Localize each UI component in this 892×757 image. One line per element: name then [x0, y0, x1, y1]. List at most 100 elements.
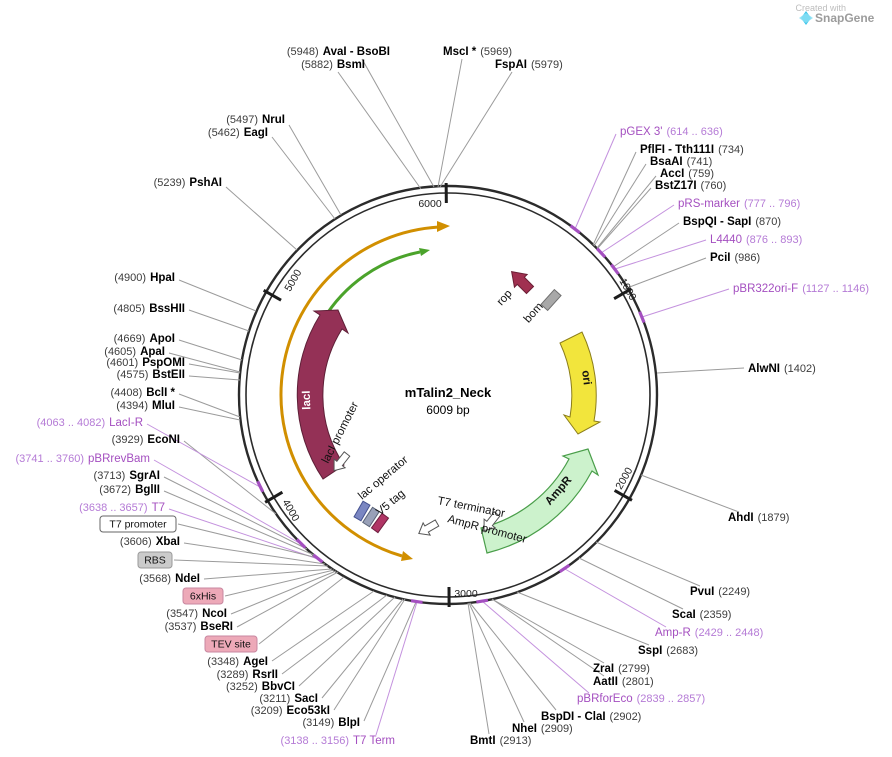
- enzyme-label[interactable]: BsaAI (741): [650, 156, 712, 168]
- primer-label[interactable]: Amp-R (2429 .. 2448): [655, 627, 763, 639]
- enzyme-label-position: (2683): [666, 645, 698, 657]
- primer-ring-mark[interactable]: [410, 599, 423, 605]
- callout-line: [361, 58, 435, 188]
- enzyme-label[interactable]: AlwNI (1402): [748, 363, 816, 375]
- enzyme-label-name: HpaI: [150, 272, 175, 284]
- enzyme-label[interactable]: AhdI (1879): [728, 512, 789, 524]
- enzyme-label[interactable]: (4601) PspOMI: [106, 357, 185, 369]
- enzyme-label[interactable]: (3606) XbaI: [120, 536, 180, 548]
- primer-ring-mark[interactable]: [610, 263, 620, 275]
- primer-label[interactable]: (3638 .. 3657) T7: [79, 502, 165, 514]
- primer-ring-mark[interactable]: [256, 480, 265, 493]
- primer-ring-mark[interactable]: [295, 538, 307, 549]
- enzyme-label-name: BssHII: [149, 303, 185, 315]
- enzyme-label[interactable]: (3348) AgeI: [207, 656, 268, 668]
- enzyme-label[interactable]: BspQI - SapI (870): [683, 216, 781, 228]
- enzyme-label[interactable]: (5462) EagI: [208, 127, 268, 139]
- ampr-promoter-arrow[interactable]: [479, 510, 503, 535]
- primer-ring-mark[interactable]: [476, 598, 489, 604]
- primer-ring-mark[interactable]: [595, 247, 607, 259]
- enzyme-label[interactable]: (5239) PshAI: [154, 177, 222, 189]
- enzyme-label[interactable]: BstZ17I (760): [655, 180, 726, 192]
- bom-feature-marker[interactable]: [540, 288, 562, 312]
- primer-label[interactable]: (3741 .. 3760) pBRrevBam: [16, 453, 151, 465]
- enzyme-label[interactable]: PvuI (2249): [690, 586, 750, 598]
- feature-badge-box[interactable]: [137, 551, 173, 569]
- enzyme-label-name: SacI: [294, 693, 318, 705]
- enzyme-label[interactable]: (4605) ApaI: [104, 346, 165, 358]
- enzyme-label-name: BspQI - SapI: [683, 216, 751, 228]
- green-orf-arc[interactable]: [321, 250, 421, 321]
- enzyme-label[interactable]: PciI (986): [710, 252, 760, 264]
- enzyme-label[interactable]: PflFI - Tth111I (734): [640, 144, 744, 156]
- primer-label[interactable]: pGEX 3' (614 .. 636): [620, 126, 723, 138]
- tick-label: 6000: [418, 198, 442, 210]
- enzyme-label[interactable]: (5948) AvaI - BsoBI: [287, 46, 390, 58]
- feature-badge-label[interactable]: RBS: [144, 555, 166, 567]
- enzyme-label[interactable]: (3209) Eco53kI: [251, 705, 330, 717]
- enzyme-label[interactable]: (4394) MluI: [116, 400, 175, 412]
- enzyme-label[interactable]: SspI (2683): [638, 645, 698, 657]
- v5-tag-box[interactable]: [370, 512, 390, 534]
- enzyme-label[interactable]: (3211) SacI: [259, 693, 318, 705]
- feature-badge-label[interactable]: TEV site: [211, 639, 251, 651]
- enzyme-label[interactable]: FspAI (5979): [495, 59, 563, 71]
- enzyme-label[interactable]: (3929) EcoNI: [112, 434, 180, 446]
- enzyme-label[interactable]: BspDI - ClaI (2902): [541, 711, 641, 723]
- primer-label[interactable]: pRS-marker (777 .. 796): [678, 198, 800, 210]
- feature-badge-box[interactable]: [99, 515, 177, 533]
- enzyme-label[interactable]: BmtI (2913): [470, 735, 531, 747]
- rop-feature-arrow[interactable]: [505, 265, 536, 296]
- feature-badge-box[interactable]: [204, 635, 258, 653]
- enzyme-label-position: (986): [734, 252, 760, 264]
- watermark: Created with SnapGene: [795, 3, 875, 25]
- enzyme-label[interactable]: (3252) BbvCI: [226, 681, 295, 693]
- enzyme-label-position: (2799): [618, 663, 650, 675]
- ampr-feature-arrow[interactable]: [480, 448, 600, 554]
- enzyme-label[interactable]: (5497) NruI: [226, 114, 285, 126]
- enzyme-label[interactable]: (3672) BglII: [99, 484, 160, 496]
- enzyme-label[interactable]: NheI (2909): [512, 723, 573, 735]
- feature-label-ori[interactable]: ori: [579, 370, 593, 386]
- enzyme-label[interactable]: ScaI (2359): [672, 609, 731, 621]
- enzyme-label[interactable]: (3568) NdeI: [139, 573, 200, 585]
- enzyme-label[interactable]: (4669) ApoI: [114, 333, 175, 345]
- enzyme-label[interactable]: AccI (759): [660, 168, 714, 180]
- laci-promoter-arrow[interactable]: [329, 450, 353, 475]
- primer-ring-mark[interactable]: [569, 224, 581, 235]
- orange-orf-arc[interactable]: [279, 225, 440, 558]
- enzyme-label[interactable]: (5882) BsmI: [301, 59, 365, 71]
- enzyme-label[interactable]: (3547) NcoI: [166, 608, 227, 620]
- enzyme-label[interactable]: (4900) HpaI: [114, 272, 175, 284]
- ori-feature-arrow[interactable]: [559, 331, 602, 435]
- enzyme-label[interactable]: (4575) BstEII: [117, 369, 185, 381]
- primer-label[interactable]: L4440 (876 .. 893): [710, 234, 802, 246]
- lac-operator-box[interactable]: [353, 500, 371, 522]
- primer-ring-mark[interactable]: [638, 311, 646, 324]
- feature-badge-box[interactable]: [182, 587, 224, 605]
- enzyme-label[interactable]: (3149) BlpI: [302, 717, 360, 729]
- primer-ring-mark[interactable]: [312, 553, 324, 564]
- t7-terminator-arrow[interactable]: [415, 517, 440, 540]
- feature-badge-label[interactable]: T7 promoter: [109, 519, 167, 531]
- feature-label-v5-tag[interactable]: V5 tag: [374, 488, 407, 519]
- enzyme-label[interactable]: (4408) BclI *: [110, 387, 175, 399]
- enzyme-label[interactable]: (3537) BseRI: [165, 621, 233, 633]
- primer-ring-mark[interactable]: [558, 563, 571, 573]
- primer-label[interactable]: pBRforEco (2839 .. 2857): [577, 693, 705, 705]
- enzyme-label[interactable]: (3289) RsrII: [217, 669, 278, 681]
- primer-label[interactable]: pBR322ori-F (1127 .. 1146): [733, 283, 869, 295]
- enzyme-label[interactable]: (4805) BssHII: [113, 303, 185, 315]
- feature-label-laci[interactable]: lacI: [301, 390, 314, 410]
- feature-badge-label[interactable]: 6xHis: [190, 591, 216, 603]
- spacer-box[interactable]: [362, 506, 380, 528]
- feature-label-rop[interactable]: rop: [495, 288, 515, 308]
- laci-feature-arrow[interactable]: [296, 309, 350, 480]
- enzyme-label[interactable]: ZraI (2799): [593, 663, 650, 675]
- feature-label-t7-terminator[interactable]: T7 terminator: [436, 495, 506, 520]
- primer-label[interactable]: (3138 .. 3156) T7 Term: [281, 735, 395, 747]
- enzyme-label[interactable]: (3713) SgrAI: [94, 470, 160, 482]
- enzyme-label[interactable]: AatII (2801): [593, 676, 654, 688]
- primer-label[interactable]: (4063 .. 4082) LacI-R: [37, 417, 143, 429]
- enzyme-label[interactable]: MscI * (5969): [443, 46, 512, 58]
